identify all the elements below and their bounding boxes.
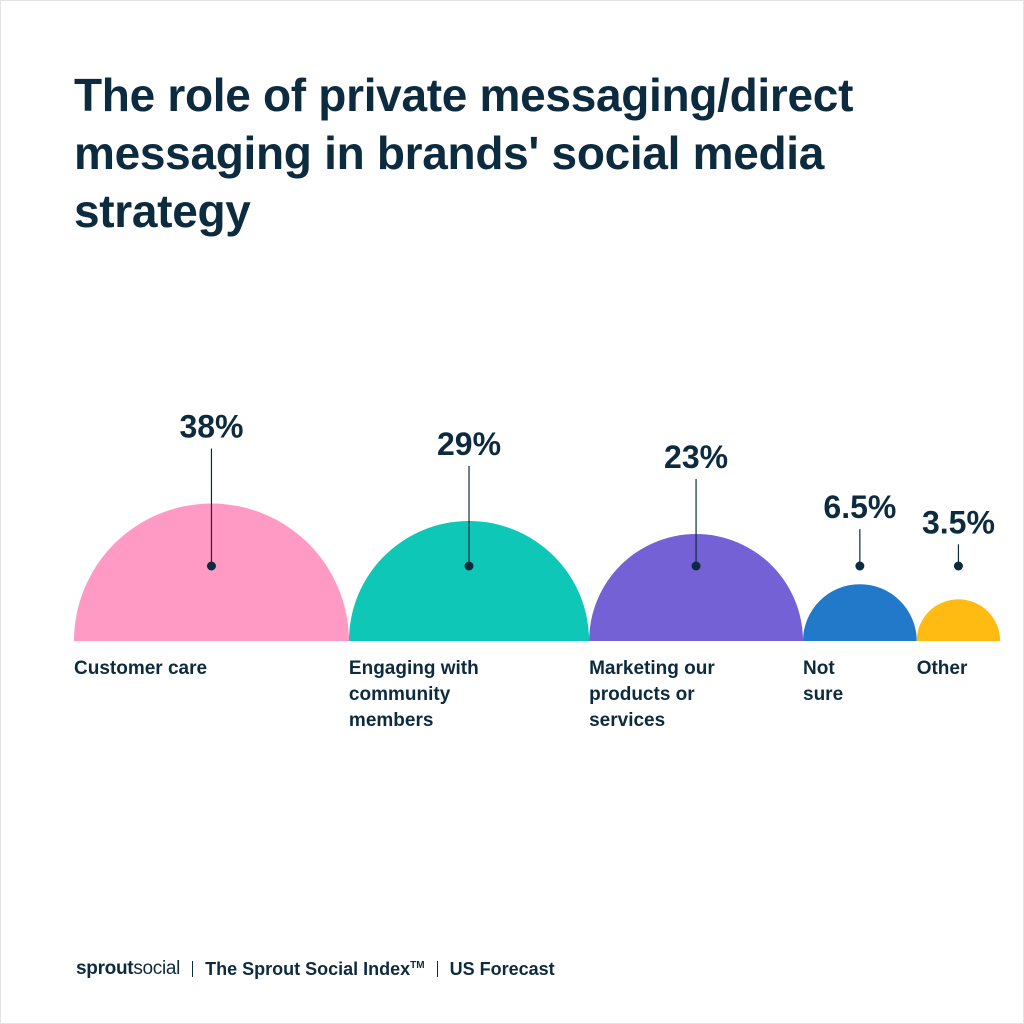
semicircle-0 xyxy=(74,503,349,641)
value-label-3: 6.5% xyxy=(823,489,896,525)
category-label-3: Not sure xyxy=(803,656,843,708)
footer-index-name: The Sprout Social IndexTM xyxy=(205,958,425,979)
category-label-1: Engaging with community members xyxy=(349,656,479,734)
value-label-1: 29% xyxy=(437,426,501,462)
category-label-line: Engaging with xyxy=(348,658,479,679)
footer: sproutsocial The Sprout Social IndexTM U… xyxy=(76,958,555,980)
leader-dot-2 xyxy=(691,561,701,571)
category-label-line: Other xyxy=(916,658,968,679)
category-label-4: Other xyxy=(917,656,968,682)
category-label-line: Customer care xyxy=(74,658,208,679)
leader-dot-0 xyxy=(206,561,216,571)
category-label-line: sure xyxy=(803,684,844,705)
category-label-line: products or xyxy=(589,684,695,705)
category-label-line: members xyxy=(348,710,434,731)
footer-report-name: US Forecast xyxy=(449,958,555,979)
semicircle-4 xyxy=(916,599,1001,641)
semicircle-2 xyxy=(589,534,804,641)
category-label-line: community xyxy=(348,684,451,705)
category-label-line: services xyxy=(589,710,666,731)
category-label-line: Marketing our xyxy=(589,658,715,679)
leader-dot-1 xyxy=(464,561,474,571)
trademark-mark: TM xyxy=(410,959,425,971)
category-label-0: Customer care xyxy=(74,656,207,682)
chart-title: The role of private messaging/direct mes… xyxy=(74,69,854,237)
leader-dot-4 xyxy=(953,561,963,571)
category-label-2: Marketing our products or services xyxy=(589,656,715,734)
value-label-2: 23% xyxy=(664,439,728,475)
semicircle-1 xyxy=(348,520,590,641)
category-label-line: Not xyxy=(803,658,835,679)
value-label-0: 38% xyxy=(179,409,243,445)
sprout-social-logo: sproutsocial xyxy=(76,958,181,979)
footer-separator xyxy=(192,961,194,977)
value-label-4: 3.5% xyxy=(922,504,995,540)
leader-dot-3 xyxy=(855,561,865,571)
footer-separator xyxy=(436,961,438,977)
semicircle-3 xyxy=(803,584,917,641)
